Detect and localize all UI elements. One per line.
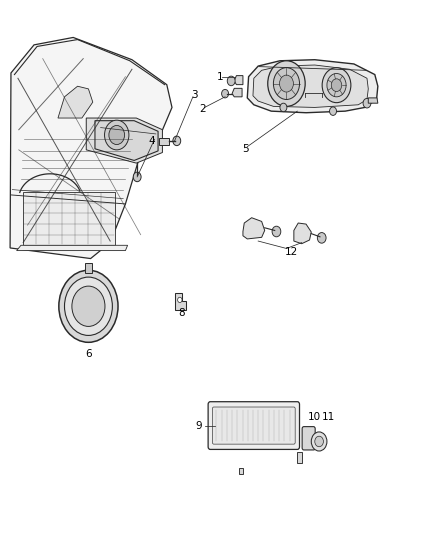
Circle shape [331,79,342,92]
Circle shape [268,61,305,107]
Polygon shape [253,65,368,108]
Circle shape [222,90,229,98]
Circle shape [311,432,327,451]
Text: 8: 8 [178,308,184,318]
Polygon shape [85,263,92,273]
Circle shape [109,125,124,144]
Polygon shape [232,88,242,97]
Text: 4: 4 [148,136,155,146]
Circle shape [178,297,182,303]
Circle shape [322,68,351,103]
Text: 10: 10 [307,412,321,422]
Circle shape [273,68,300,100]
Polygon shape [368,98,378,103]
Text: 6: 6 [85,349,92,359]
Circle shape [315,436,323,447]
Polygon shape [10,37,172,259]
Text: 2: 2 [199,104,206,114]
Circle shape [318,232,326,243]
Circle shape [133,172,141,182]
Circle shape [173,136,181,146]
Circle shape [280,103,287,112]
Circle shape [59,270,118,342]
Text: 5: 5 [242,144,248,154]
Text: 11: 11 [322,412,336,422]
Circle shape [64,277,113,335]
Polygon shape [159,138,169,144]
Circle shape [279,75,293,92]
Circle shape [363,99,371,108]
Polygon shape [95,120,158,160]
Circle shape [272,226,281,237]
Circle shape [327,74,346,97]
Text: 9: 9 [196,421,202,431]
FancyBboxPatch shape [208,402,300,449]
Polygon shape [86,118,162,163]
Polygon shape [297,452,302,463]
Polygon shape [17,245,127,251]
Text: 3: 3 [191,90,198,100]
Text: 12: 12 [285,247,298,257]
Polygon shape [23,192,115,245]
Polygon shape [234,76,243,85]
Polygon shape [294,223,311,244]
Polygon shape [58,86,93,118]
Polygon shape [243,217,265,239]
Polygon shape [176,293,186,310]
Circle shape [72,286,105,326]
Polygon shape [247,60,378,113]
Circle shape [105,120,129,150]
Polygon shape [239,468,243,474]
Circle shape [329,107,336,115]
FancyBboxPatch shape [302,426,315,450]
Circle shape [227,76,235,86]
Text: 1: 1 [216,71,223,82]
FancyBboxPatch shape [212,407,295,444]
